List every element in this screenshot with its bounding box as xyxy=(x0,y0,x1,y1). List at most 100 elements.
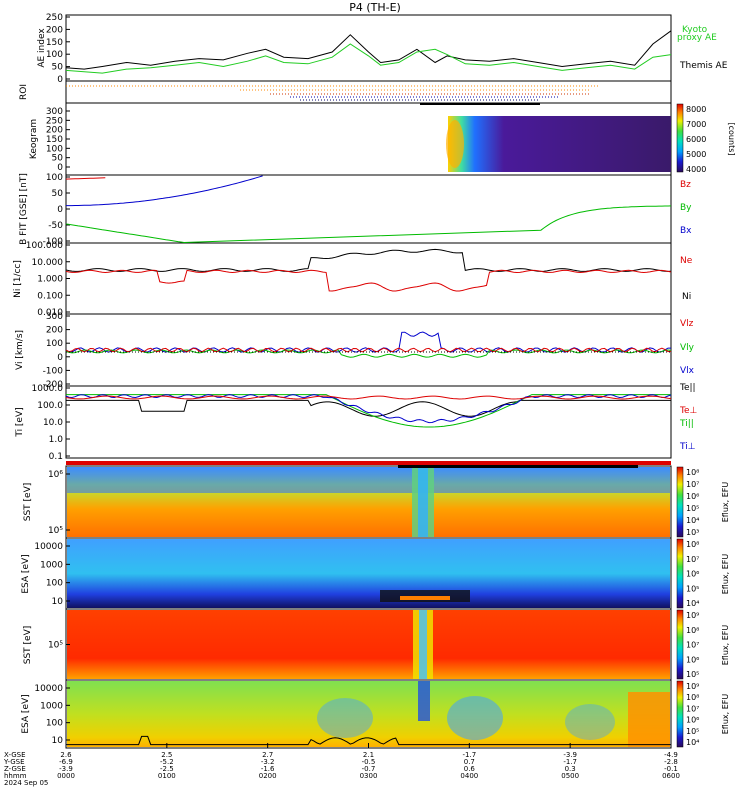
sst-ion-spectrogram xyxy=(66,461,671,537)
x-tick-label-x: -4.9 xyxy=(664,751,678,759)
x-tick-label-time: 0100 xyxy=(158,772,176,780)
colorbar-tick-label: 10⁶ xyxy=(686,655,699,664)
x-axis-row-label: hhmm xyxy=(4,772,27,780)
legend-by: By xyxy=(680,203,692,213)
density-ylabel: Ni [1/cc] xyxy=(13,260,23,298)
esa-ion-colorbar-label: Eflux, EFU xyxy=(721,554,730,595)
keogram-heatmap xyxy=(448,116,671,172)
ae-legend: Kyoto proxy AE Themis AE xyxy=(677,25,728,71)
x-tick-label-z: -0.1 xyxy=(664,765,678,773)
sst-ion-quality-bar xyxy=(66,461,671,465)
y-tick-label: 100 xyxy=(46,339,63,349)
x-tick-label-y: -5.2 xyxy=(160,758,174,766)
y-tick-label: 10⁶ xyxy=(48,470,63,480)
y-tick-label: 1000 xyxy=(40,560,63,570)
bfield-ylabel: B FIT [GSE] [nT] xyxy=(19,173,29,245)
y-tick-label: 50 xyxy=(52,63,64,73)
colorbar-tick-label: 10⁶ xyxy=(686,492,699,501)
x-tick-label-time: 0200 xyxy=(259,772,277,780)
by-trace xyxy=(65,205,672,244)
x-tick-label-z: 0.3 xyxy=(565,765,576,773)
y-tick-label: 100 xyxy=(46,173,63,183)
colorbar-tick-label: 10⁶ xyxy=(686,570,699,579)
sst-ion-ylabel: SST [eV] xyxy=(23,483,33,522)
y-tick-label: 0 xyxy=(57,205,63,215)
y-tick-label: 100 xyxy=(46,579,63,589)
y-tick-label: 10.000 xyxy=(32,258,64,268)
ae-series-line xyxy=(65,43,672,74)
x-tick-label-z: -1.6 xyxy=(261,765,275,773)
ae-panel-frame xyxy=(65,14,672,82)
colorbar-tick-label: 10⁹ xyxy=(686,611,699,620)
roi-ylabel: ROI xyxy=(19,84,29,100)
colorbar-tick-label: 5000 xyxy=(686,150,706,159)
colorbar-tick-label: 10⁵ xyxy=(686,670,699,679)
x-axis-row-label: X-GSE xyxy=(4,751,26,759)
colorbar-tick-label: 10⁴ xyxy=(686,599,699,608)
y-tick-label: -100 xyxy=(43,237,64,247)
x-axis-row-label: 2024 Sep 05 xyxy=(4,779,48,787)
y-tick-label: 10⁵ xyxy=(48,641,63,651)
temperature-legend: Te|| Te⊥ Ti|| Ti⊥ xyxy=(679,383,698,452)
legend-ni: Ni xyxy=(682,292,691,302)
colorbar-tick-label: 10⁷ xyxy=(686,641,699,650)
esa-ion-colorbar xyxy=(676,538,684,609)
legend-bx: Bx xyxy=(680,226,692,236)
keogram-colorbar xyxy=(676,103,684,173)
legend-bz: Bz xyxy=(680,180,691,190)
esa-electron-orange-end xyxy=(628,692,670,747)
bz-trace xyxy=(65,177,106,180)
y-tick-label: 10⁵ xyxy=(48,526,63,536)
colorbar-tick-label: 10⁸ xyxy=(686,468,699,477)
sst-electron-center-core xyxy=(419,610,427,679)
esa-ion-ylabel: ESA [eV] xyxy=(21,554,31,593)
legend-te-perp: Te⊥ xyxy=(679,406,698,416)
legend-proxy-ae: proxy AE xyxy=(677,33,717,43)
sst-electron-ylabel: SST [eV] xyxy=(23,626,33,665)
colorbar-tick-label: 10⁷ xyxy=(686,555,699,564)
y-tick-label: 1.000 xyxy=(37,275,63,285)
y-tick-label: 100.0 xyxy=(37,401,63,411)
sst-electron-heatmap xyxy=(67,610,670,679)
colorbar-tick-label: 10⁵ xyxy=(686,504,699,513)
x-tick-label-x: -1.7 xyxy=(462,751,476,759)
x-tick-label-y: -1.7 xyxy=(563,758,577,766)
colorbar-tick-label: 4000 xyxy=(686,165,706,174)
y-tick-label: 10 xyxy=(52,597,64,607)
y-tick-label: 1000 xyxy=(40,701,63,711)
ae-ylabel: AE index xyxy=(37,28,47,68)
sst-ion-colorbar-label: Eflux, EFU xyxy=(721,482,730,523)
axis-ticks: 050100150200250050100150200250300-100-50… xyxy=(26,13,707,747)
legend-ne: Ne xyxy=(680,256,693,266)
esa-electron-colorbar xyxy=(676,680,684,748)
bx-trace xyxy=(66,175,263,207)
ne-trace xyxy=(65,269,672,292)
colorbar-tick-label: 10⁴ xyxy=(686,516,699,525)
x-tick-label-x: 2.5 xyxy=(161,751,172,759)
y-tick-label: 100 xyxy=(46,719,63,729)
x-tick-label-y: 0.7 xyxy=(464,758,475,766)
esa-electron-ylabel: ESA [eV] xyxy=(21,694,31,733)
x-tick-label-time: 0500 xyxy=(561,772,579,780)
colorbar-tick-label: 7000 xyxy=(686,120,706,129)
x-tick-label-x: -3.9 xyxy=(563,751,577,759)
x-tick-label-y: -0.5 xyxy=(362,758,376,766)
colorbar-tick-label: 10⁸ xyxy=(686,626,699,635)
keogram-ylabel: Keogram xyxy=(29,119,39,159)
y-tick-label: 1.0 xyxy=(49,435,64,445)
ti-perp-trace xyxy=(65,394,672,424)
x-tick-label-z: -2.5 xyxy=(160,765,174,773)
x-tick-label-time: 0400 xyxy=(460,772,478,780)
legend-vlx: Vlx xyxy=(680,366,695,376)
legend-te-par: Te|| xyxy=(679,383,696,393)
y-tick-label: 200 xyxy=(46,25,63,35)
colorbar-tick-label: 10⁴ xyxy=(686,738,699,747)
roi-markers xyxy=(66,85,600,101)
colorbar-tick-label: 10⁹ xyxy=(686,682,699,691)
y-tick-label: 10 xyxy=(52,736,64,746)
legend-vlz: Vlz xyxy=(680,319,694,329)
esa-electron-heatmap xyxy=(67,681,670,747)
y-tick-label: 50 xyxy=(52,189,64,199)
sst-ion-colorbar xyxy=(676,466,684,538)
